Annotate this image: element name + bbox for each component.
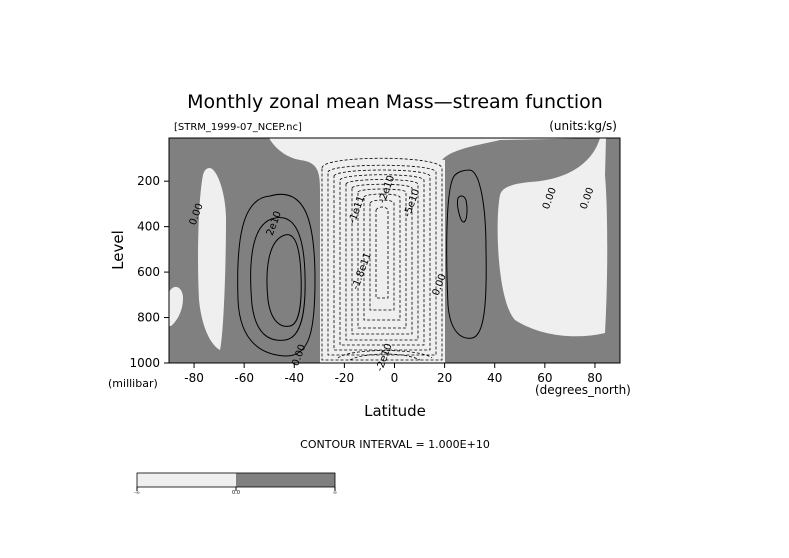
y-tick-label: 800	[137, 311, 160, 325]
contour-interval-text: CONTOUR INTERVAL = 1.000E+10	[300, 438, 490, 451]
y-units-label: (millibar)	[108, 377, 158, 390]
file-label: [STRM_1999-07_NCEP.nc]	[174, 122, 302, 133]
legend-swatch-negative	[137, 473, 236, 487]
positive-contours	[237, 169, 487, 357]
legend-label: -∞	[134, 490, 140, 496]
x-units-label: (degrees_north)	[535, 383, 631, 397]
plot-area	[169, 138, 620, 363]
x-tick-label: 40	[487, 371, 502, 385]
chart-title: Monthly zonal mean Mass—stream function	[187, 91, 603, 113]
units-label: (units:kg/s)	[549, 119, 617, 133]
legend-label: 0.0	[232, 490, 240, 496]
y-axis: 200 400 600 800 1000	[129, 174, 169, 370]
x-tick-label: 20	[437, 371, 452, 385]
legend: -∞ 0.0 ∞	[134, 472, 337, 496]
y-tick-label: 400	[137, 220, 160, 234]
legend-label: ∞	[333, 490, 337, 496]
negative-region-south	[198, 168, 226, 350]
y-axis-label: Level	[109, 230, 127, 270]
x-tick-label: 0	[391, 371, 399, 385]
x-tick-label: -40	[284, 371, 304, 385]
y-tick-label: 1000	[129, 356, 160, 370]
negative-region-north	[497, 138, 608, 337]
x-tick-label: 80	[587, 371, 602, 385]
x-axis: -80 -60 -40 -20 0 20 40 60 80	[184, 363, 603, 385]
negative-region-edge	[169, 286, 183, 326]
y-tick-label: 600	[137, 265, 160, 279]
x-tick-label: -60	[234, 371, 254, 385]
legend-swatch-positive	[236, 473, 335, 487]
negative-region-central-2	[320, 160, 445, 363]
negative-contours	[321, 157, 443, 361]
x-axis-label: Latitude	[364, 402, 426, 420]
x-tick-label: -20	[335, 371, 355, 385]
x-tick-label: 60	[537, 371, 552, 385]
y-tick-label: 200	[137, 174, 160, 188]
x-tick-label: -80	[184, 371, 204, 385]
